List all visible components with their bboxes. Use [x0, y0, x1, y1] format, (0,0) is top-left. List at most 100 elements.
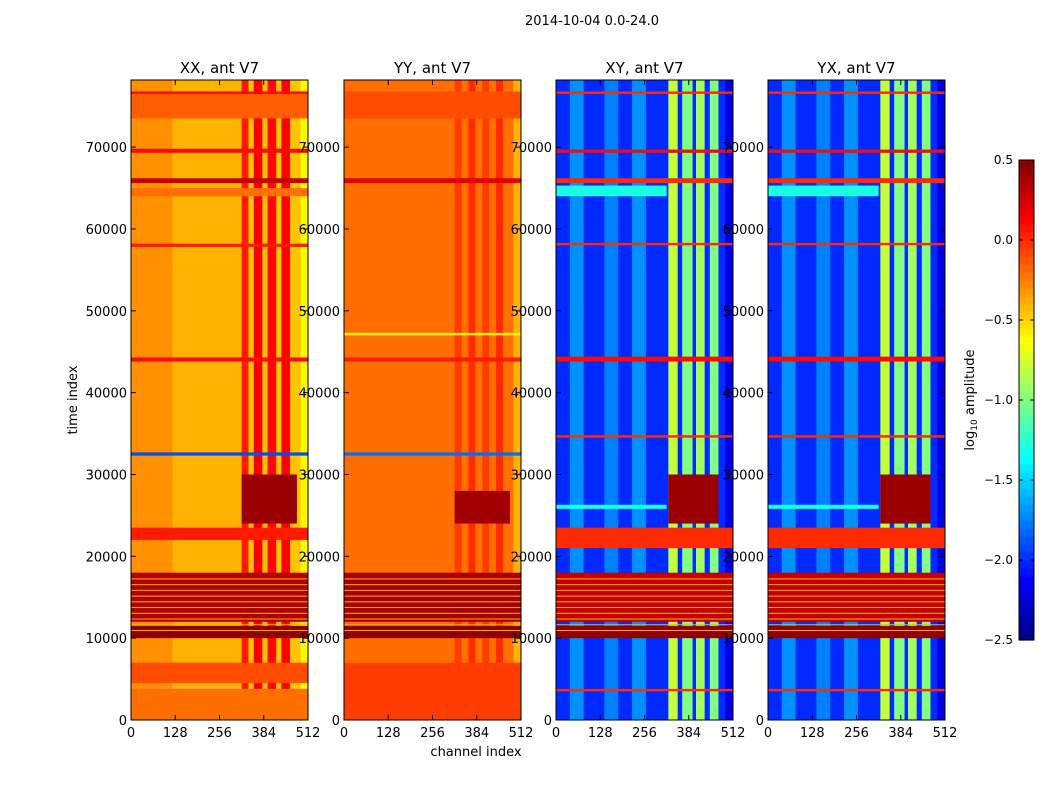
colorbar-tick-label: 0.5: [994, 153, 1013, 167]
heatmap-time-line: [768, 618, 945, 620]
heatmap-column-feature: [880, 80, 890, 720]
heatmap-time-band: [556, 688, 733, 692]
heatmap-time-line: [556, 607, 733, 609]
heatmap-time-band: [131, 243, 308, 247]
y-tick-label: 30000: [86, 468, 127, 483]
heatmap-time-band: [241, 474, 297, 524]
x-tick-label: 0: [340, 726, 348, 741]
x-tick-label: 512: [509, 726, 534, 741]
y-tick-label: 30000: [511, 468, 552, 483]
heatmap-column-feature: [468, 80, 476, 720]
heatmap-column-feature: [281, 80, 291, 720]
panel-0: XX, ant V7 0 128 256 384 512 0 10000 20000 30000 4…: [86, 59, 321, 741]
colorbar-segment: [1019, 424, 1034, 433]
colorbar-segment: [1019, 400, 1034, 409]
panel-title: YX, ant V7: [816, 59, 895, 77]
heatmap-time-band: [768, 178, 945, 184]
heatmap-time-line: [131, 607, 308, 609]
y-tick-label: 60000: [86, 223, 127, 238]
heatmap-time-line: [768, 589, 945, 591]
heatmap-time-line: [131, 589, 308, 591]
y-tick-label: 20000: [511, 550, 552, 565]
heatmap-time-line: [344, 624, 521, 626]
colorbar-segment: [1019, 616, 1034, 625]
heatmap-time-line: [131, 629, 308, 631]
colorbar-segment: [1019, 600, 1034, 609]
colorbar-segment: [1019, 392, 1034, 401]
colorbar-segment: [1019, 336, 1034, 345]
colorbar-segment: [1019, 536, 1034, 545]
heatmap-column-feature: [253, 80, 263, 720]
y-tick-label: 10000: [299, 632, 340, 647]
heatmap-time-band: [131, 572, 308, 622]
colorbar-segment: [1019, 304, 1034, 313]
heatmap-time-band: [344, 332, 521, 336]
x-tick-label: 384: [251, 726, 276, 741]
colorbar: −2.5 −2.0 −1.5 −1.0 −0.5 0.0 0.5 log10 amplitud…: [963, 153, 1035, 647]
x-tick-label: 0: [552, 726, 560, 741]
heatmap-time-band: [131, 527, 308, 540]
colorbar-segment: [1019, 256, 1034, 265]
panel-2: XY, ant V7 0 128 256 384 512 0 10000 20000 30000 4…: [511, 59, 746, 741]
heatmap-time-line: [131, 612, 308, 614]
heatmap-column-feature: [894, 80, 905, 720]
heatmap-time-band: [344, 572, 521, 622]
heatmap-time-band: [556, 356, 733, 362]
x-tick-label: 256: [632, 726, 657, 741]
heatmap-time-band: [768, 625, 945, 639]
y-tick-label: 30000: [299, 468, 340, 483]
x-tick-label: 0: [127, 726, 135, 741]
heatmap-column-feature: [344, 80, 521, 720]
heatmap-column-feature: [781, 80, 796, 720]
y-tick-label: 40000: [723, 387, 764, 402]
colorbar-segment: [1019, 512, 1034, 521]
heatmap-time-band: [556, 242, 733, 246]
heatmap-time-band: [556, 91, 733, 94]
y-tick-label: 0: [544, 714, 552, 729]
colorbar-segment: [1019, 192, 1034, 201]
heatmap-column-feature: [267, 80, 277, 720]
heatmap-column-feature: [604, 80, 619, 720]
heatmap-time-line: [344, 601, 521, 603]
heatmap-time-band: [768, 527, 945, 549]
heatmap-column-feature: [696, 80, 705, 720]
heatmap-column-feature: [908, 80, 917, 720]
heatmap-time-line: [768, 624, 945, 626]
colorbar-segment: [1019, 368, 1034, 377]
colorbar-segment: [1019, 632, 1034, 641]
colorbar-tick-label: −2.5: [984, 633, 1013, 647]
y-tick-label: 40000: [511, 387, 552, 402]
colorbar-tick-label: −0.5: [984, 313, 1013, 327]
heatmap-column-feature: [844, 80, 858, 720]
panel-3: YX, ant V7 0 128 256 384 512 0 10000 20000 30000 4…: [723, 59, 958, 741]
heatmap-time-line: [131, 578, 308, 580]
heatmap-time-line: [768, 601, 945, 603]
colorbar-segment: [1019, 200, 1034, 209]
heatmap-time-band: [556, 435, 733, 438]
heatmap-time-band: [768, 242, 945, 246]
colorbar-segment: [1019, 312, 1034, 321]
heatmap-time-band: [131, 93, 308, 119]
colorbar-tick-label: −2.0: [984, 553, 1013, 567]
colorbar-segment: [1019, 328, 1034, 337]
heatmap-time-line: [344, 629, 521, 631]
colorbar-segment: [1019, 296, 1034, 305]
heatmap-time-line: [131, 601, 308, 603]
heatmap-column-feature: [300, 80, 308, 720]
heatmap-time-band: [556, 185, 667, 197]
colorbar-segment: [1019, 624, 1034, 633]
x-tick-label: 128: [800, 726, 825, 741]
y-tick-label: 50000: [511, 305, 552, 320]
x-axis-label: channel index: [430, 745, 521, 760]
heatmap-time-line: [768, 629, 945, 631]
heatmap-time-band: [768, 572, 945, 622]
heatmap-column-feature: [454, 80, 462, 720]
y-tick-label: 20000: [299, 550, 340, 565]
colorbar-segment: [1019, 320, 1034, 329]
heatmap-column-feature: [921, 80, 931, 720]
y-tick-label: 50000: [723, 305, 764, 320]
colorbar-segment: [1019, 576, 1034, 585]
y-tick-label: 30000: [723, 468, 764, 483]
x-tick-label: 512: [296, 726, 321, 741]
